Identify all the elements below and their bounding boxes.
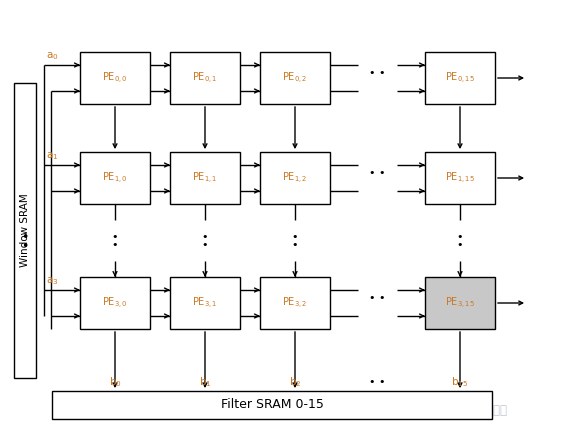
Text: PE$_{3,1}$: PE$_{3,1}$: [192, 295, 218, 310]
Bar: [260, 52, 330, 104]
Text: •: •: [22, 231, 29, 244]
Text: PE$_{0,15}$: PE$_{0,15}$: [445, 71, 475, 86]
Text: b$_1$: b$_1$: [199, 375, 211, 389]
Text: •: •: [291, 233, 298, 242]
Text: b$_0$: b$_0$: [109, 375, 122, 389]
Bar: [170, 277, 240, 329]
Text: • •: • •: [369, 168, 386, 178]
Bar: [170, 52, 240, 104]
Bar: [52, 391, 492, 419]
Bar: [80, 277, 150, 329]
Text: a$_1$: a$_1$: [46, 150, 58, 162]
Text: •: •: [291, 240, 298, 251]
Bar: [14, 83, 36, 378]
Bar: [260, 152, 330, 204]
Bar: [425, 52, 495, 104]
Text: PE$_{1,15}$: PE$_{1,15}$: [445, 171, 475, 186]
Bar: [80, 52, 150, 104]
Text: • •: • •: [369, 293, 386, 303]
Text: •: •: [112, 240, 118, 251]
Text: •: •: [457, 233, 463, 242]
Text: •: •: [22, 240, 29, 253]
Text: • •: • •: [369, 68, 386, 78]
Text: PE$_{0,0}$: PE$_{0,0}$: [102, 71, 128, 86]
Text: ◎ 日月辰: ◎ 日月辰: [473, 404, 508, 417]
Text: PE$_{3,2}$: PE$_{3,2}$: [282, 295, 308, 310]
Text: PE$_{0,1}$: PE$_{0,1}$: [192, 71, 218, 86]
Text: PE$_{0,2}$: PE$_{0,2}$: [282, 71, 308, 86]
Text: •: •: [201, 240, 208, 251]
Text: PE$_{1,0}$: PE$_{1,0}$: [102, 171, 128, 186]
Text: PE$_{1,2}$: PE$_{1,2}$: [282, 171, 308, 186]
Text: • •: • •: [369, 377, 386, 387]
Text: Window SRAM: Window SRAM: [20, 194, 30, 267]
Text: PE$_{3,15}$: PE$_{3,15}$: [445, 295, 475, 310]
Bar: [260, 277, 330, 329]
Text: •: •: [112, 233, 118, 242]
Text: PE$_{3,0}$: PE$_{3,0}$: [102, 295, 128, 310]
Text: PE$_{1,1}$: PE$_{1,1}$: [192, 171, 218, 186]
Text: •: •: [201, 233, 208, 242]
Text: b$_{15}$: b$_{15}$: [451, 375, 469, 389]
Text: Filter SRAM 0-15: Filter SRAM 0-15: [221, 398, 323, 411]
Text: a$_3$: a$_3$: [46, 275, 58, 287]
Bar: [80, 152, 150, 204]
Text: a$_0$: a$_0$: [46, 50, 59, 62]
Bar: [425, 277, 495, 329]
Text: •: •: [457, 240, 463, 251]
Bar: [170, 152, 240, 204]
Text: b$_2$: b$_2$: [289, 375, 301, 389]
Bar: [425, 152, 495, 204]
